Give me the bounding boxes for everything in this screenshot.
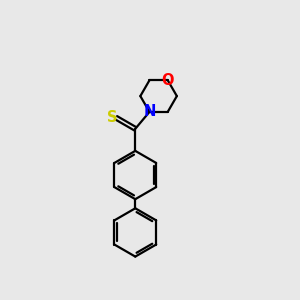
Text: N: N bbox=[143, 104, 156, 119]
Text: S: S bbox=[107, 110, 118, 125]
Text: O: O bbox=[161, 73, 174, 88]
